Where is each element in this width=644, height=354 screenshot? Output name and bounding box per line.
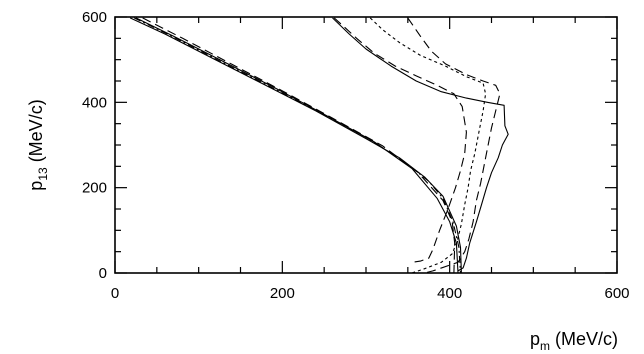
contour-line-2 xyxy=(135,17,459,274)
contour-line-7 xyxy=(369,17,487,274)
x-tick-label: 600 xyxy=(604,285,629,302)
y-axis-label-main: p xyxy=(26,181,46,191)
y-axis-label: p13 (MeV/c) xyxy=(26,99,50,190)
x-axis-label-main: p xyxy=(530,329,540,349)
y-tick-label: 600 xyxy=(82,9,107,26)
plot-frame xyxy=(114,16,618,274)
y-tick-label: 200 xyxy=(82,180,107,197)
contour-line-1 xyxy=(129,17,462,274)
contour-line-3 xyxy=(142,17,456,274)
x-axis-label: pm (MeV/c) xyxy=(530,329,618,353)
x-tick-label: 200 xyxy=(270,285,295,302)
plot-marks xyxy=(129,17,509,274)
x-axis-label-sub: m xyxy=(540,339,550,353)
y-axis-label-sub: 13 xyxy=(36,167,50,181)
contour-line-5 xyxy=(332,17,509,272)
tick-labels: 0 200 400 600 0 200 400 600 xyxy=(82,9,630,302)
x-axis-label-unit: (MeV/c) xyxy=(550,329,618,349)
contour-line-4 xyxy=(133,17,462,274)
x-tick-label: 0 xyxy=(111,285,119,302)
contour-line-8 xyxy=(333,17,467,263)
contour-line-6 xyxy=(407,17,501,274)
x-tick-label: 400 xyxy=(437,285,462,302)
axis-ticks xyxy=(114,16,618,274)
y-axis-label-unit: (MeV/c) xyxy=(26,99,46,167)
y-tick-label: 400 xyxy=(82,94,107,111)
y-tick-label: 0 xyxy=(99,265,107,282)
